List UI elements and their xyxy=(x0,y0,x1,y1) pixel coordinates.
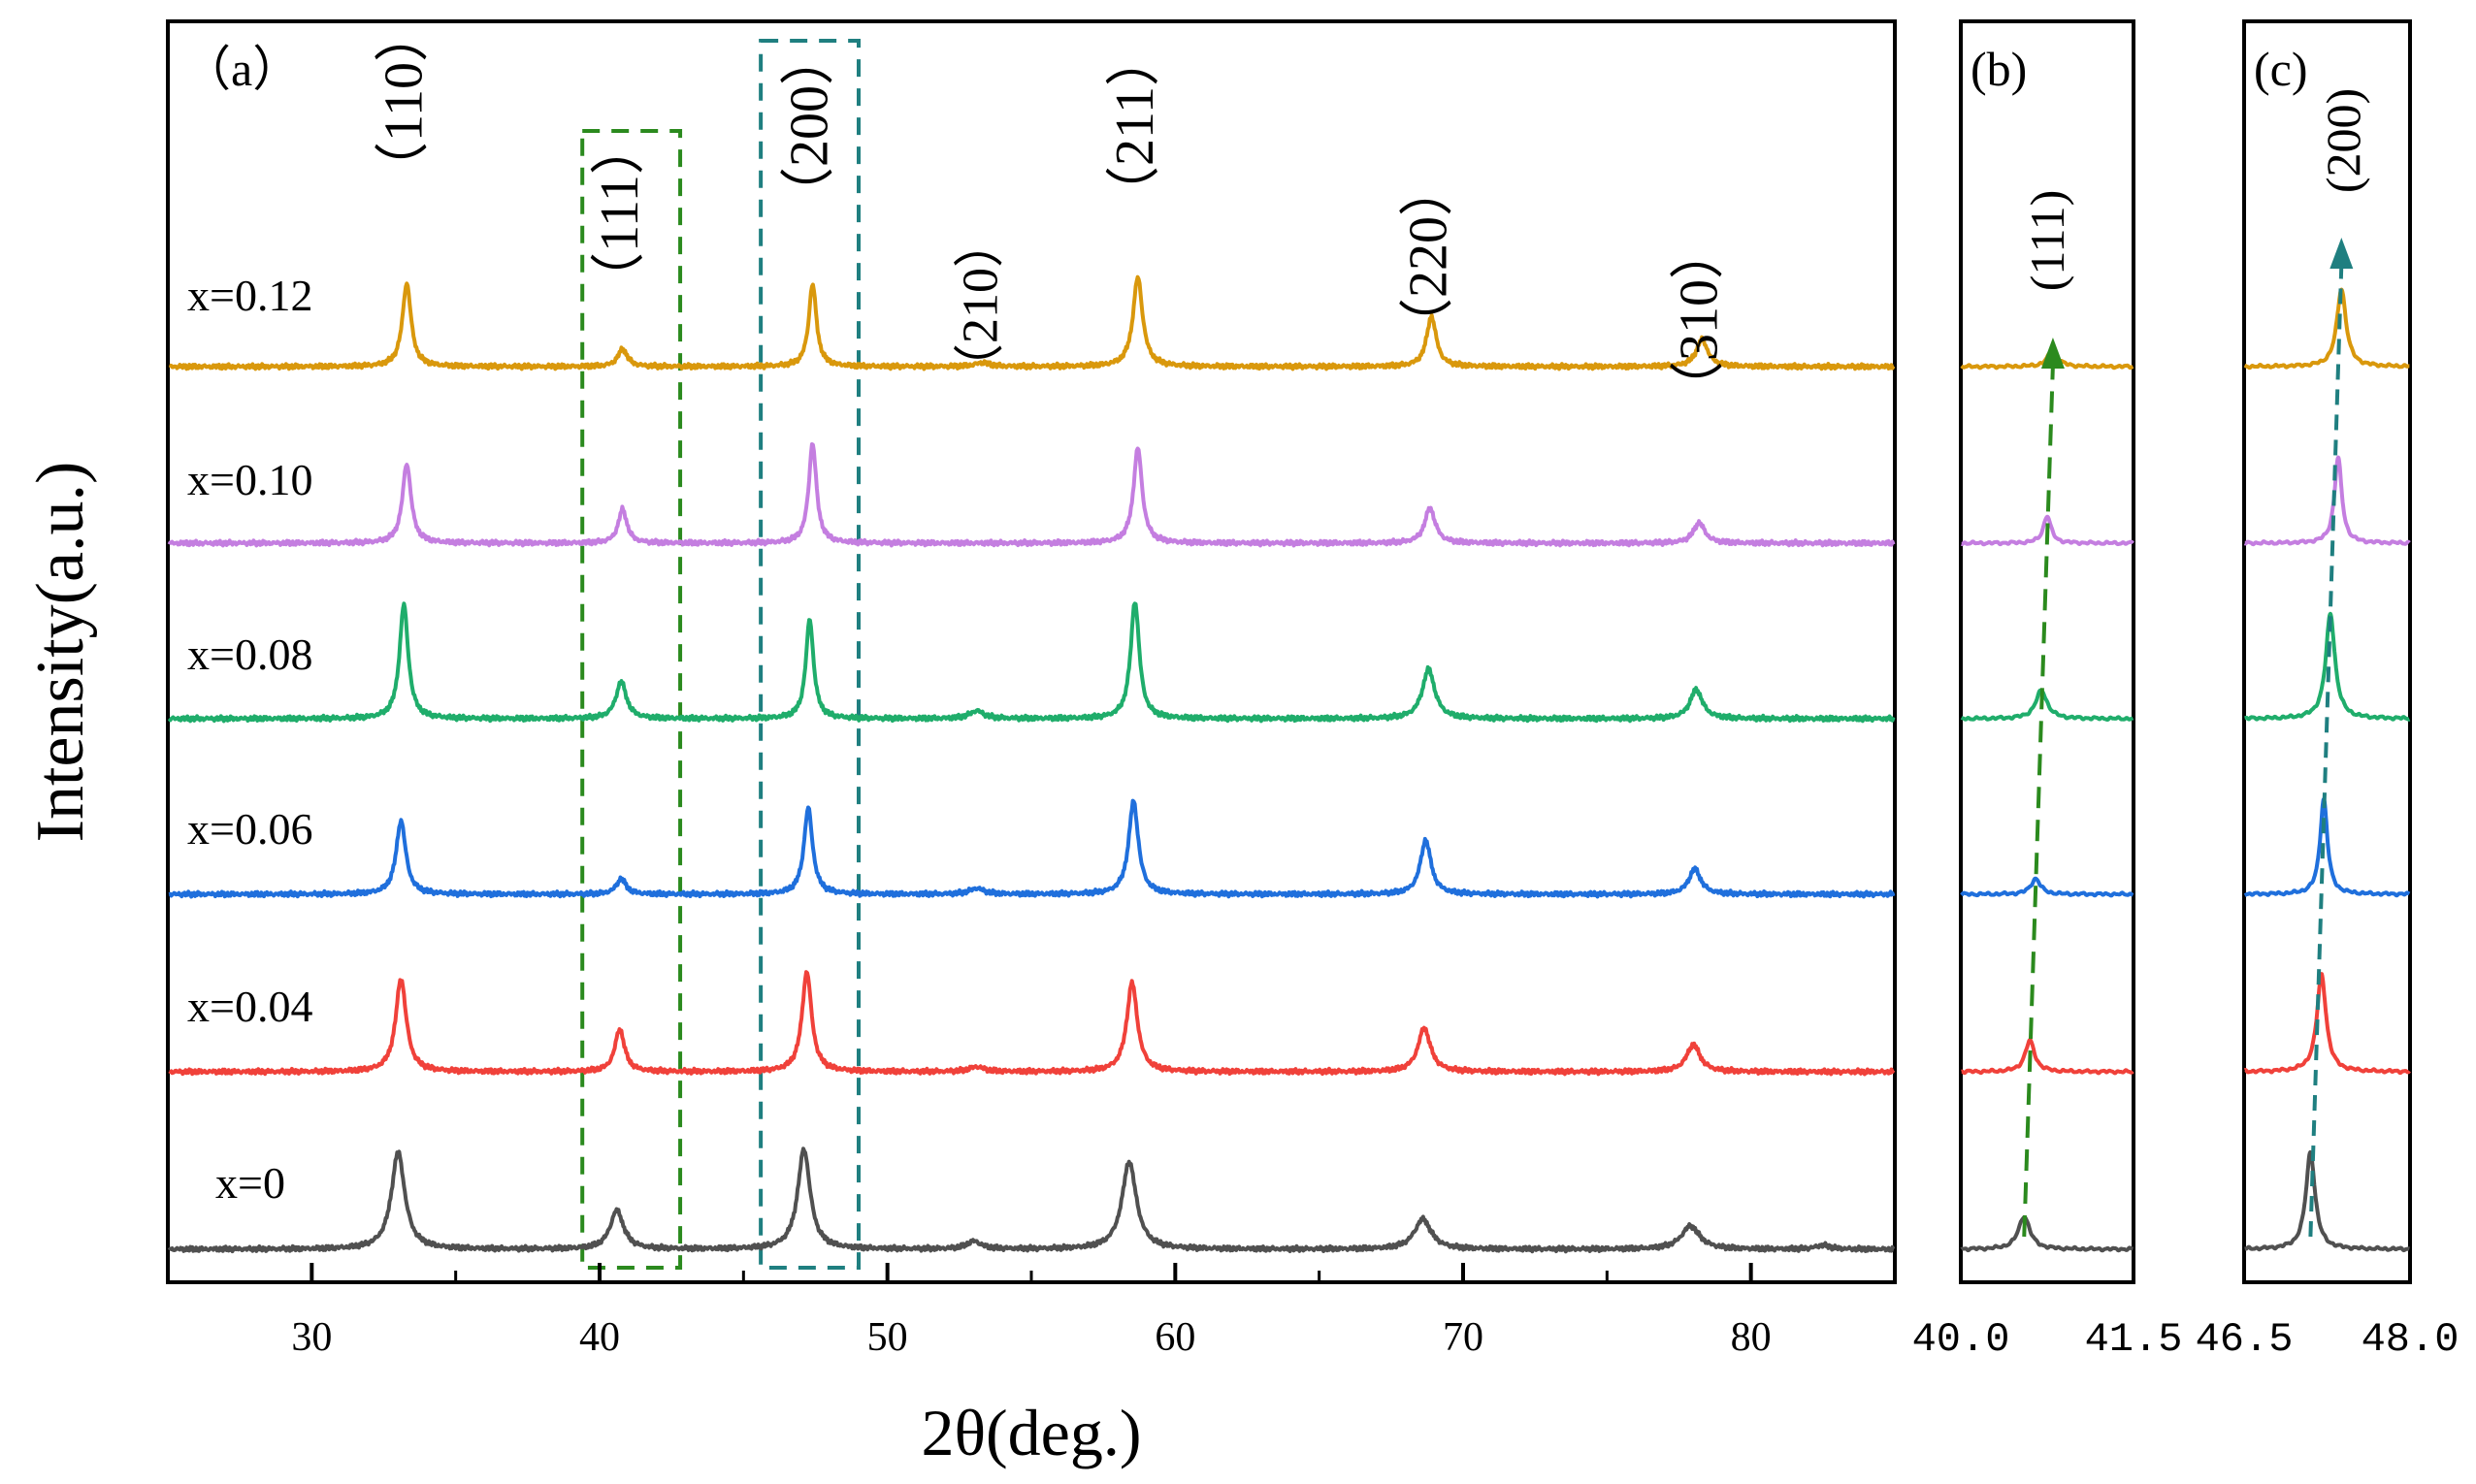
panel-c-xtick-right: 48.0 xyxy=(2362,1316,2460,1363)
zoom-c-trace-x-0-12 xyxy=(2243,287,2411,371)
zoom-b-trace-x-0 xyxy=(1960,1214,2134,1253)
peak-annotation-110: （110） xyxy=(374,8,434,196)
zoom-c-trend-line xyxy=(2308,264,2344,1238)
zoom-b-trace-x-0-04 xyxy=(1960,1038,2134,1076)
panel-c-xtick-left: 46.5 xyxy=(2196,1316,2294,1363)
peak-annotation-111: （111） xyxy=(590,120,650,306)
panel-b-label: (b) xyxy=(1971,42,2027,96)
series-label-x-0-08: x=0.08 xyxy=(187,629,312,679)
panel-c: (c) (200) 46.5 48.0 xyxy=(2196,19,2460,1363)
xtick-label-50: 50 xyxy=(867,1315,908,1360)
trace-x-0-12 xyxy=(168,274,1896,371)
panel-b-xtick-right: 41.5 xyxy=(2085,1316,2183,1363)
xtick-label-60: 60 xyxy=(1155,1315,1195,1360)
zoom-c-trace-x-0-06 xyxy=(2243,796,2411,898)
peak-annotation-200: （200） xyxy=(780,31,840,221)
series-label-x-0-10: x=0.10 xyxy=(187,455,312,504)
series-label-x-0: x=0 xyxy=(215,1158,285,1208)
panel-c-label: (c) xyxy=(2254,42,2308,96)
trace-x-0-04 xyxy=(168,970,1896,1077)
panel-c-frame xyxy=(2242,19,2412,1284)
zoom-b-trace-x-0-08 xyxy=(1960,688,2134,722)
trace-x-0-10 xyxy=(167,442,1896,548)
panel-c-annotation: (200) xyxy=(2316,88,2370,193)
peak-annotation-310: （310） xyxy=(1669,225,1729,415)
trace-x-0-08 xyxy=(167,601,1896,724)
panel-b-annotation: (111) xyxy=(2020,190,2074,292)
zoom-c-trace-x-0 xyxy=(2243,1150,2411,1253)
panel-b-frame xyxy=(1959,19,2135,1284)
zoom-c-trace-x-0-10 xyxy=(2243,455,2411,547)
zoom-c-trend-arrow xyxy=(2329,238,2354,269)
panel-b: (b) (111) 40.0 41.5 xyxy=(1912,19,2183,1363)
peak-annotation-220: （220） xyxy=(1398,162,1458,352)
panel-b-xtick-left: 40.0 xyxy=(1912,1316,2010,1363)
peak-annotation-210: （210） xyxy=(954,217,1009,394)
zoom-b-trace-x-0-10 xyxy=(1960,514,2134,547)
zoom-b-trend-line xyxy=(2022,364,2055,1238)
y-axis-label: Intensity(a.u.) xyxy=(23,462,98,843)
xtick-label-30: 30 xyxy=(291,1315,332,1360)
trace-x-0 xyxy=(167,1146,1896,1254)
panel-a: 30 40 50 60 70 80 （110） （111） （200） （210） （211） （2… xyxy=(23,8,1897,1469)
x-axis-label: 2θ(deg.) xyxy=(921,1396,1141,1469)
series-label-x-0-06: x=0.06 xyxy=(187,804,312,854)
trace-x-0-06 xyxy=(168,798,1896,899)
highlight-box-2 xyxy=(759,39,862,1270)
xtick-label-40: 40 xyxy=(579,1315,620,1360)
highlight-box-1 xyxy=(580,129,683,1270)
zoom-c-trace-x-0-04 xyxy=(2243,972,2411,1076)
panel-a-label: （a） xyxy=(182,42,301,96)
zoom-c-trace-x-0-08 xyxy=(2243,611,2411,722)
xtick-label-80: 80 xyxy=(1731,1315,1772,1360)
zoom-b-trend-arrow xyxy=(2040,338,2065,369)
peak-annotation-211: （211） xyxy=(1105,32,1165,220)
series-label-x-0-12: x=0.12 xyxy=(187,271,312,320)
series-label-x-0-04: x=0.04 xyxy=(187,982,312,1031)
zoom-b-trace-x-0-06 xyxy=(1960,876,2134,898)
xtick-label-70: 70 xyxy=(1443,1315,1483,1360)
